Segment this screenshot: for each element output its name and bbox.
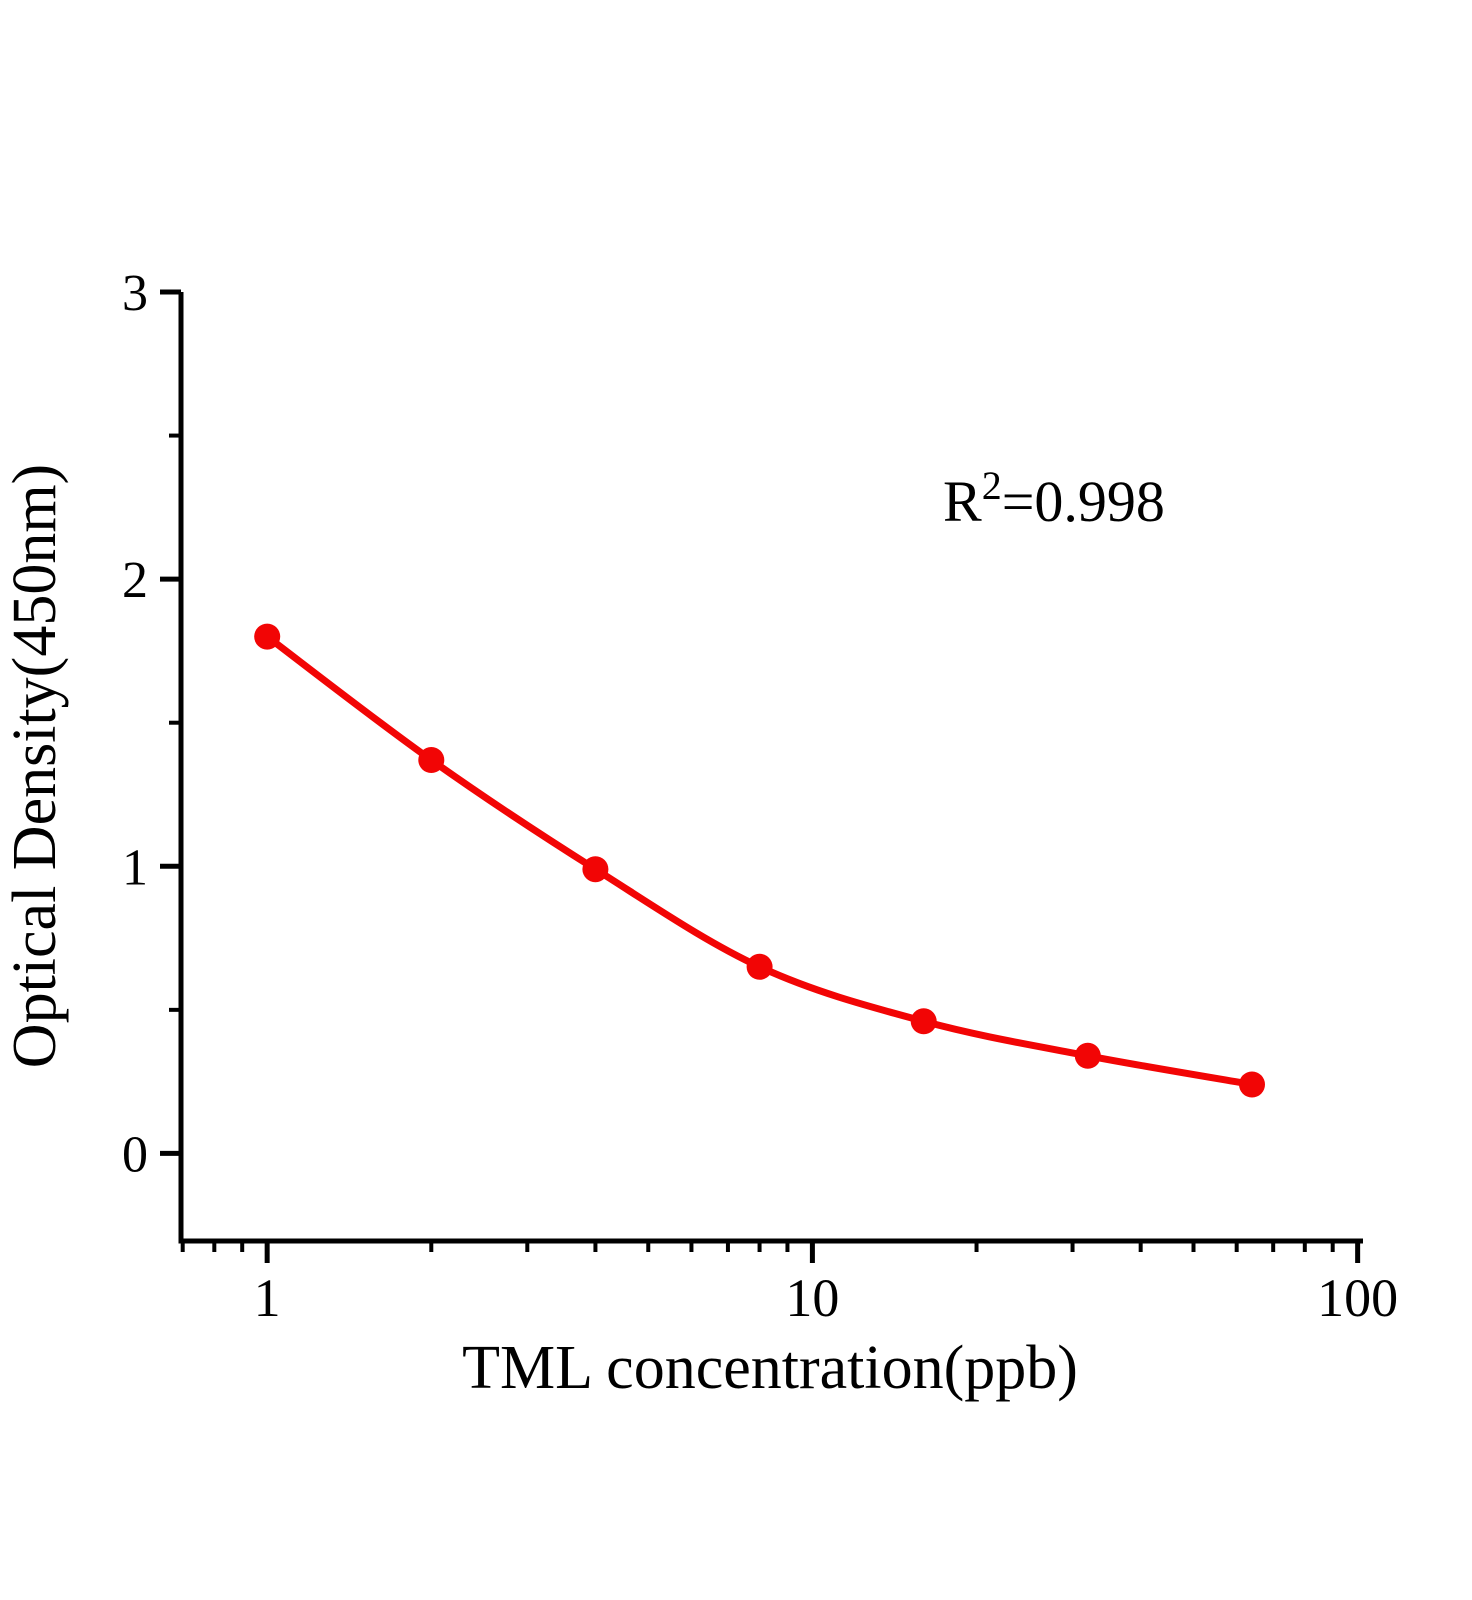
data-point-marker [1074, 1042, 1101, 1069]
y-tick-label: 3 [122, 265, 148, 322]
x-axis-label: TML concentration(ppb) [462, 1334, 1078, 1402]
r-squared-base: R [943, 469, 982, 534]
x-tick-label: 100 [1317, 1268, 1398, 1328]
data-point-marker [582, 856, 609, 883]
data-point-marker [1239, 1071, 1265, 1098]
x-axis-tick-labels: 1 10 100 [254, 1268, 1398, 1328]
r-squared-value: =0.998 [1002, 469, 1165, 534]
r-squared-superscript: 2 [982, 463, 1002, 508]
data-point-marker [910, 1008, 937, 1035]
x-tick-label: 1 [254, 1268, 281, 1328]
data-points [254, 623, 1265, 1098]
x-axis-ticks [180, 1241, 1361, 1263]
axes: 0 1 2 3 1 10 100 [122, 265, 1398, 1328]
data-point-marker [746, 953, 773, 980]
x-tick-label: 10 [785, 1268, 839, 1328]
r-squared-annotation: R2=0.998 [943, 463, 1165, 534]
y-axis-ticks [160, 289, 181, 1156]
data-point-marker [418, 747, 445, 773]
y-tick-label: 1 [122, 839, 148, 896]
data-point-marker [254, 623, 281, 650]
fit-curve-line [263, 633, 1256, 1088]
y-axis-tick-labels: 0 1 2 3 [122, 265, 148, 1183]
y-tick-label: 0 [122, 1126, 148, 1183]
y-tick-label: 2 [122, 552, 148, 609]
y-axis-label: Optical Density(450nm) [1, 464, 69, 1068]
